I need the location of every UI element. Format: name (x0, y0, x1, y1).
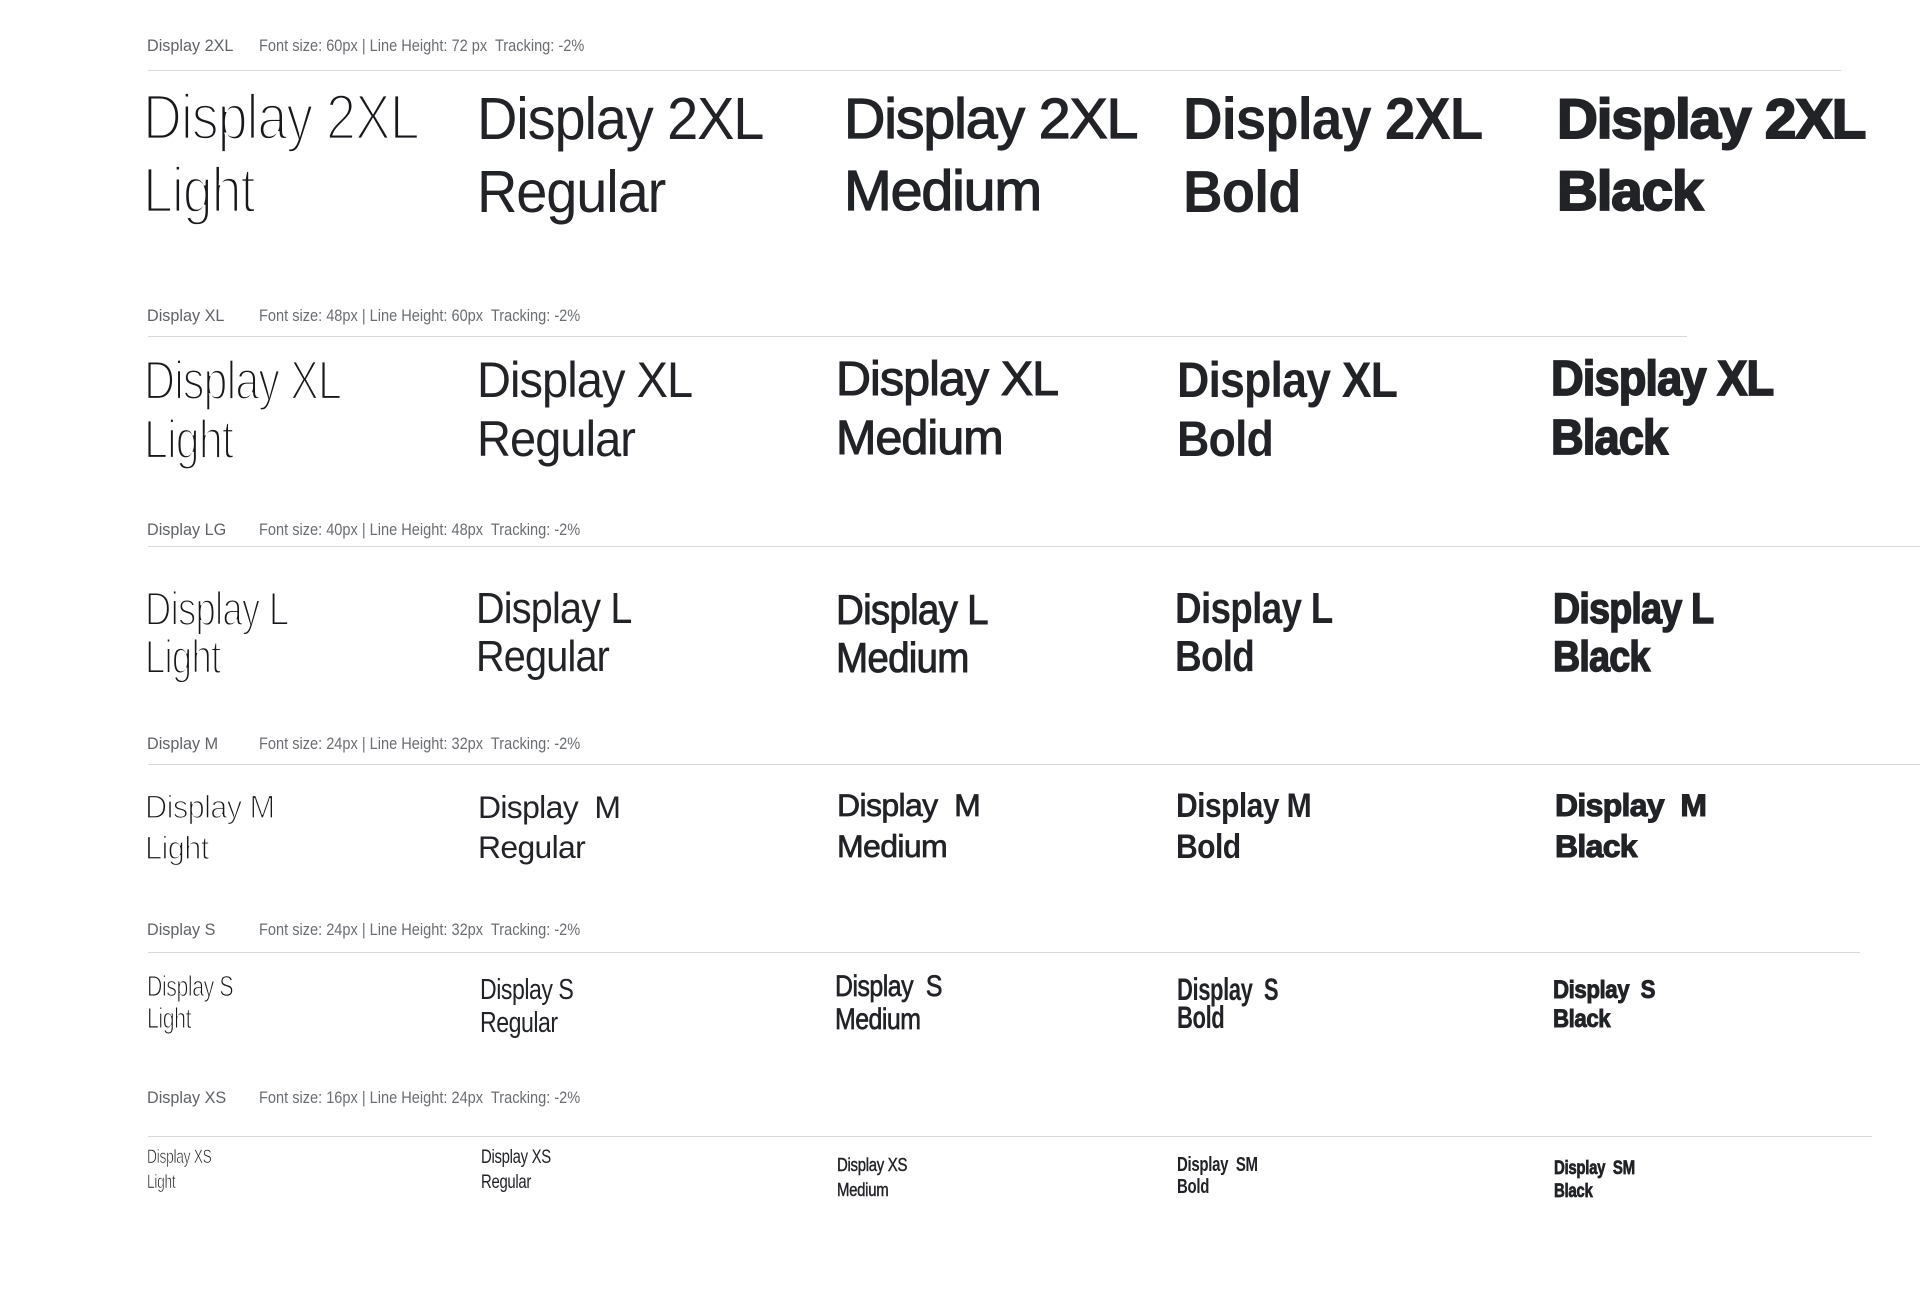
type-sample-display-xl-bold: Display XL Bold (1177, 351, 1398, 467)
type-sample-display-s-light: Display S Light (147, 970, 234, 1035)
type-sample-display-s-regular: Display S Regular (480, 973, 574, 1039)
type-sample-display-xs-medium: Display XS Medium (837, 1155, 908, 1200)
scale-label: Display M (147, 735, 219, 754)
type-sample-display-2xl-black: Display 2XL Black (1556, 87, 1867, 223)
type-sample-display-xs-black: Display SM Black (1554, 1158, 1636, 1203)
type-sample-display-m-regular: Display M Regular (478, 788, 621, 866)
type-sample-display-m-bold: Display M Bold (1176, 787, 1312, 866)
type-sample-display-2xl-regular: Display 2XL Regular (477, 85, 764, 225)
type-sample-display-2xl-medium: Display 2XL Medium (843, 86, 1139, 223)
scale-label: Display LG (147, 521, 227, 540)
section-divider-rule (148, 69, 1841, 71)
scale-label: Display S (147, 921, 216, 939)
type-sample-display-xs-regular: Display XS Regular (480, 1146, 551, 1194)
type-sample-display-m-black: Display M Black (1554, 788, 1707, 865)
scale-spec: Font size: 24px | Line Height: 32px Trac… (258, 735, 580, 754)
scale-spec: Font size: 48px | Line Height: 60px Trac… (258, 307, 580, 326)
type-sample-display-lg-bold: Display L Bold (1175, 585, 1333, 681)
section-divider-rule (148, 336, 1687, 337)
scale-spec: Font size: 40px | Line Height: 48px Trac… (258, 521, 580, 540)
type-sample-display-2xl-light: Display 2XL Light (142, 81, 421, 227)
type-sample-display-xl-medium: Display XL Medium (836, 351, 1060, 465)
type-sample-display-m-medium: Display M Medium (837, 788, 981, 865)
section-divider-rule (148, 545, 1920, 547)
type-sample-display-s-medium: Display S Medium (835, 970, 943, 1036)
section-divider-rule (148, 1135, 1872, 1137)
scale-label: Display 2XL (147, 36, 234, 55)
type-sample-display-xs-light: Display XS Light (147, 1145, 212, 1193)
type-sample-display-lg-medium: Display L Medium (836, 586, 989, 682)
type-sample-display-2xl-bold: Display 2XL Bold (1183, 85, 1483, 225)
type-sample-display-lg-regular: Display L Regular (476, 585, 632, 681)
scale-spec: Font size: 16px | Line Height: 24px Trac… (258, 1088, 580, 1107)
type-sample-display-xs-bold: Display SM Bold (1177, 1153, 1258, 1199)
section-divider-rule (148, 764, 1920, 765)
type-sample-display-s-black: Display S Black (1553, 976, 1656, 1034)
type-sample-display-lg-light: Display L Light (144, 582, 290, 684)
type-sample-display-xl-regular: Display XL Regular (477, 351, 693, 467)
type-sample-display-s-bold: Display S Bold (1177, 970, 1279, 1035)
type-sample-display-m-light: Display M Light (144, 788, 275, 866)
scale-spec: Font size: 60px | Line Height: 72 px Tra… (258, 36, 584, 55)
type-sample-display-xl-light: Display XL Light (143, 349, 343, 471)
scale-label: Display XS (147, 1088, 227, 1107)
type-sample-display-xl-black: Display XL Black (1550, 352, 1775, 467)
scale-spec: Font size: 24px | Line Height: 32px Trac… (258, 921, 580, 939)
section-divider-rule (148, 951, 1860, 953)
scale-label: Display XL (147, 307, 225, 326)
type-sample-display-lg-black: Display L Black (1552, 584, 1714, 681)
